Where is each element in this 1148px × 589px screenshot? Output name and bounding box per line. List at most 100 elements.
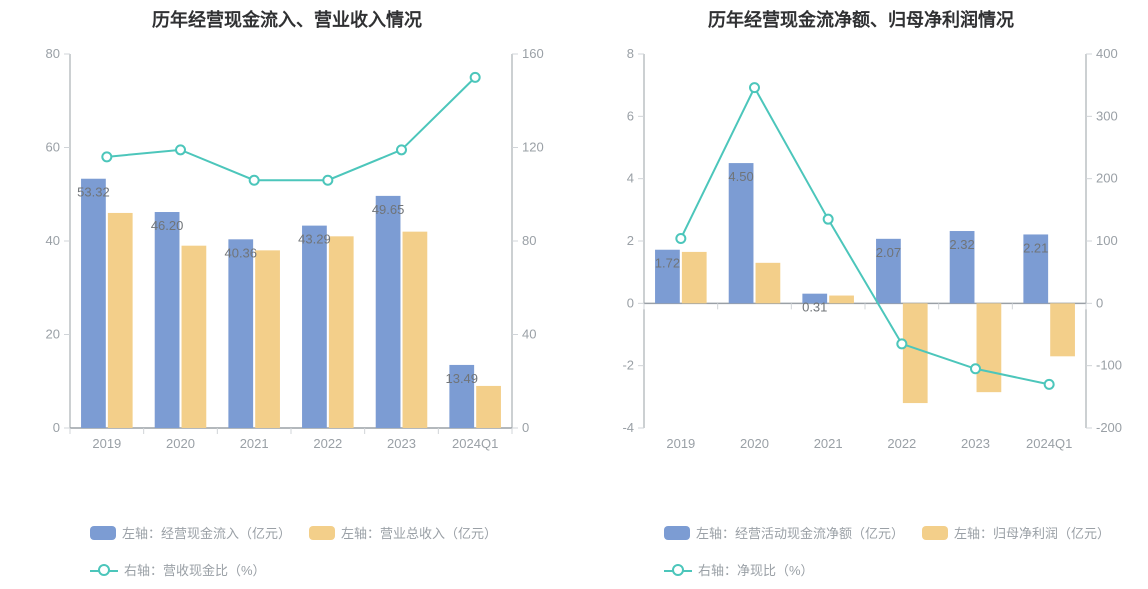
legend-swatch-bar — [664, 526, 690, 540]
line-marker — [176, 145, 185, 154]
legend-label: 左轴：经营活动现金流净额（亿元） — [696, 523, 904, 542]
line-marker — [824, 215, 833, 224]
right-panel: 历年经营现金流净额、归母净利润情况 -4-202468-200-10001002… — [574, 0, 1148, 589]
line-marker — [250, 176, 259, 185]
left-panel: 历年经营现金流入、营业收入情况 0204060800408012016053.3… — [0, 0, 574, 589]
svg-text:8: 8 — [627, 46, 634, 61]
bar-secondary — [829, 296, 854, 304]
bar-primary — [729, 163, 754, 303]
svg-text:40: 40 — [46, 233, 60, 248]
svg-text:4: 4 — [627, 171, 634, 186]
bar-datalabel: 40.36 — [224, 245, 257, 260]
bar-datalabel: 2.21 — [1023, 240, 1048, 255]
legend-item: 左轴：经营现金流入（亿元） — [90, 523, 291, 542]
legend-item: 右轴：营收现金比（%） — [90, 560, 266, 579]
svg-text:-100: -100 — [1096, 358, 1122, 373]
legend-label: 右轴：净现比（%） — [698, 560, 814, 579]
bar-secondary — [476, 386, 501, 428]
legend-item: 左轴：经营活动现金流净额（亿元） — [664, 523, 904, 542]
legend-item: 左轴：营业总收入（亿元） — [309, 523, 497, 542]
line-marker — [1045, 380, 1054, 389]
bar-secondary — [108, 213, 133, 428]
bar-datalabel: 46.20 — [151, 218, 184, 233]
svg-text:0: 0 — [627, 295, 634, 310]
legend-swatch-bar — [309, 526, 335, 540]
svg-text:-2: -2 — [622, 358, 634, 373]
legend-item: 右轴：净现比（%） — [664, 560, 814, 579]
x-category-label: 2020 — [166, 436, 195, 451]
x-category-label: 2019 — [92, 436, 121, 451]
svg-text:120: 120 — [522, 140, 544, 155]
x-category-label: 2019 — [666, 436, 695, 451]
x-category-label: 2022 — [887, 436, 916, 451]
left-chart: 0204060800408012016053.3246.2040.3643.29… — [0, 32, 574, 517]
charts-wrap: 历年经营现金流入、营业收入情况 0204060800408012016053.3… — [0, 0, 1148, 589]
right-legend: 左轴：经营活动现金流净额（亿元） 左轴：归母净利润（亿元） 右轴：净现比（%） — [574, 517, 1148, 589]
bar-datalabel: 1.72 — [655, 256, 680, 271]
bar-secondary — [903, 303, 928, 403]
svg-text:60: 60 — [46, 140, 60, 155]
svg-text:40: 40 — [522, 327, 536, 342]
legend-label: 右轴：营收现金比（%） — [124, 560, 266, 579]
line-series — [107, 77, 475, 180]
bar-primary — [228, 239, 253, 428]
bar-datalabel: 43.29 — [298, 232, 331, 247]
bar-secondary — [1050, 303, 1075, 356]
x-category-label: 2020 — [740, 436, 769, 451]
legend-swatch-line — [90, 563, 118, 577]
svg-text:-4: -4 — [622, 420, 634, 435]
legend-swatch-bar — [922, 526, 948, 540]
bar-secondary — [682, 252, 707, 303]
line-marker — [676, 234, 685, 243]
bar-primary — [376, 196, 401, 428]
x-category-label: 2024Q1 — [452, 436, 498, 451]
bar-secondary — [329, 236, 354, 428]
bar-secondary — [977, 303, 1002, 392]
bar-secondary — [255, 250, 280, 428]
line-marker — [971, 364, 980, 373]
legend-swatch-bar — [90, 526, 116, 540]
bar-secondary — [182, 246, 207, 428]
line-marker — [397, 145, 406, 154]
bar-datalabel: 53.32 — [77, 185, 110, 200]
svg-text:-200: -200 — [1096, 420, 1122, 435]
bar-datalabel: 4.50 — [728, 169, 753, 184]
legend-label: 左轴：归母净利润（亿元） — [954, 523, 1110, 542]
x-category-label: 2021 — [240, 436, 269, 451]
svg-text:0: 0 — [522, 420, 529, 435]
line-marker — [750, 83, 759, 92]
bar-datalabel: 13.49 — [445, 371, 478, 386]
bar-primary — [81, 179, 106, 428]
legend-label: 左轴：营业总收入（亿元） — [341, 523, 497, 542]
bar-secondary — [403, 232, 428, 428]
svg-text:80: 80 — [46, 46, 60, 61]
left-title: 历年经营现金流入、营业收入情况 — [0, 6, 574, 32]
bar-datalabel: 2.32 — [949, 237, 974, 252]
x-category-label: 2021 — [814, 436, 843, 451]
svg-text:6: 6 — [627, 108, 634, 123]
x-category-label: 2023 — [961, 436, 990, 451]
line-marker — [471, 73, 480, 82]
svg-text:160: 160 — [522, 46, 544, 61]
bar-datalabel: 49.65 — [372, 202, 405, 217]
svg-text:2: 2 — [627, 233, 634, 248]
svg-text:300: 300 — [1096, 108, 1118, 123]
svg-text:0: 0 — [1096, 295, 1103, 310]
svg-text:100: 100 — [1096, 233, 1118, 248]
right-chart: -4 -2 0 2 4 6 8 -200 -100 0 100 200 300 400 1.72 4.50 0.… — [574, 32, 1148, 517]
bar-datalabel: 2.07 — [876, 245, 901, 260]
x-category-label: 2023 — [387, 436, 416, 451]
bar-primary — [302, 226, 327, 428]
line-marker — [897, 339, 906, 348]
legend-swatch-line — [664, 563, 692, 577]
left-legend: 左轴：经营现金流入（亿元） 左轴：营业总收入（亿元） 右轴：营收现金比（%） — [0, 517, 574, 589]
bar-datalabel: 0.31 — [802, 300, 827, 315]
svg-text:0: 0 — [53, 420, 60, 435]
x-category-label: 2022 — [313, 436, 342, 451]
bar-primary — [155, 212, 180, 428]
svg-text:400: 400 — [1096, 46, 1118, 61]
svg-text:80: 80 — [522, 233, 536, 248]
legend-label: 左轴：经营现金流入（亿元） — [122, 523, 291, 542]
legend-item: 左轴：归母净利润（亿元） — [922, 523, 1110, 542]
svg-text:200: 200 — [1096, 171, 1118, 186]
